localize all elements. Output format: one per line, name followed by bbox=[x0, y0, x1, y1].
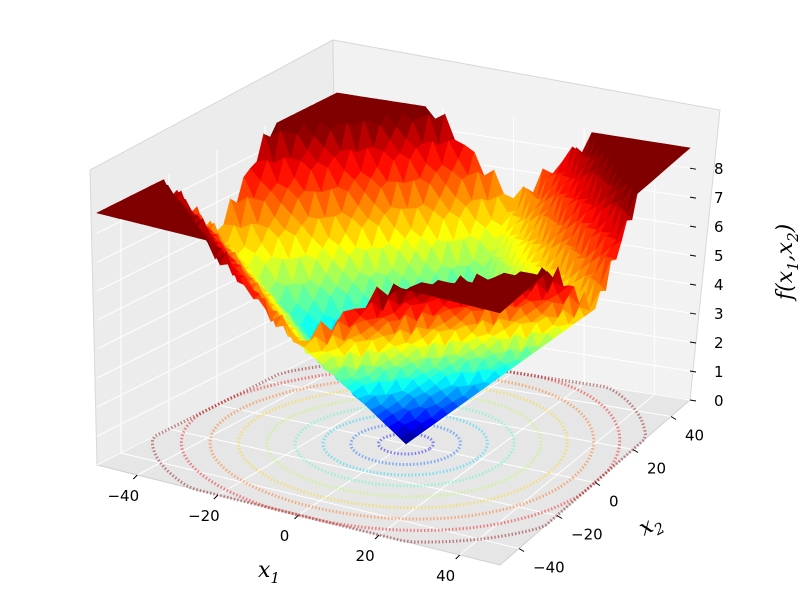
contour-line bbox=[151, 356, 648, 544]
z-tick-mark bbox=[689, 312, 697, 315]
y-tick-label: 20 bbox=[647, 460, 666, 478]
contour-line bbox=[293, 402, 516, 488]
x-tick-label: 40 bbox=[436, 567, 455, 585]
x-tick-mark bbox=[294, 514, 299, 520]
z-tick-label: 6 bbox=[714, 218, 724, 236]
y-tick-mark bbox=[518, 548, 525, 552]
floor-contours bbox=[151, 356, 648, 544]
z-tick-label: 5 bbox=[714, 247, 724, 265]
z-tick-label: 0 bbox=[714, 392, 724, 410]
z-tick-label: 7 bbox=[714, 189, 724, 207]
z-tick-mark bbox=[689, 196, 697, 199]
y-tick-label: 0 bbox=[609, 493, 619, 511]
z-tick-mark bbox=[689, 225, 697, 228]
y-tick-mark bbox=[556, 515, 563, 519]
z-tick-label: 2 bbox=[714, 334, 724, 352]
surface-patch bbox=[488, 305, 506, 314]
z-tick-mark bbox=[689, 399, 697, 402]
z-tick-label: 4 bbox=[714, 276, 724, 294]
z-tick-mark bbox=[689, 370, 697, 373]
floor-grid-y bbox=[168, 428, 558, 516]
y-tick-mark bbox=[594, 482, 601, 486]
x-tick-mark bbox=[213, 494, 219, 500]
y-tick-label: 40 bbox=[685, 427, 704, 445]
surface-mesh bbox=[96, 92, 691, 445]
x-tick-mark bbox=[374, 534, 380, 540]
contour-line bbox=[265, 393, 543, 499]
x-tick-label: −20 bbox=[188, 507, 220, 525]
y-tick-mark bbox=[670, 416, 677, 420]
z-tick-mark bbox=[689, 341, 697, 344]
x-axis-label: x1 bbox=[258, 558, 280, 587]
z-tick-mark bbox=[689, 283, 697, 286]
z-tick-label: 1 bbox=[714, 363, 724, 381]
contour-line bbox=[321, 412, 489, 477]
y-tick-mark bbox=[632, 449, 639, 453]
x-tick-label: −40 bbox=[107, 487, 139, 505]
x-tick-label: 0 bbox=[280, 527, 290, 545]
x-tick-mark bbox=[132, 474, 138, 480]
x-tick-label: 20 bbox=[356, 547, 375, 565]
z-tick-mark bbox=[689, 254, 697, 257]
y-tick-label: −40 bbox=[533, 559, 565, 577]
z-tick-label: 3 bbox=[714, 305, 724, 323]
axis-ticks: −40 −20 0 20 40 −40 −20 0 20 40 0 1 2 3 4 5 6 7 8 bbox=[107, 160, 723, 585]
y-axis-label: x2 bbox=[635, 509, 668, 545]
x-tick-mark bbox=[455, 554, 461, 560]
z-axis-label: f(x1,x2) bbox=[773, 224, 800, 302]
z-tick-label: 8 bbox=[714, 160, 724, 178]
contour-line bbox=[349, 422, 462, 466]
floor-grid-y bbox=[120, 452, 520, 549]
y-tick-label: −20 bbox=[571, 526, 603, 544]
floor-grid-y bbox=[264, 380, 634, 450]
contour-line bbox=[236, 383, 569, 510]
wall-grid-z bbox=[96, 344, 338, 466]
z-tick-mark bbox=[689, 167, 697, 170]
